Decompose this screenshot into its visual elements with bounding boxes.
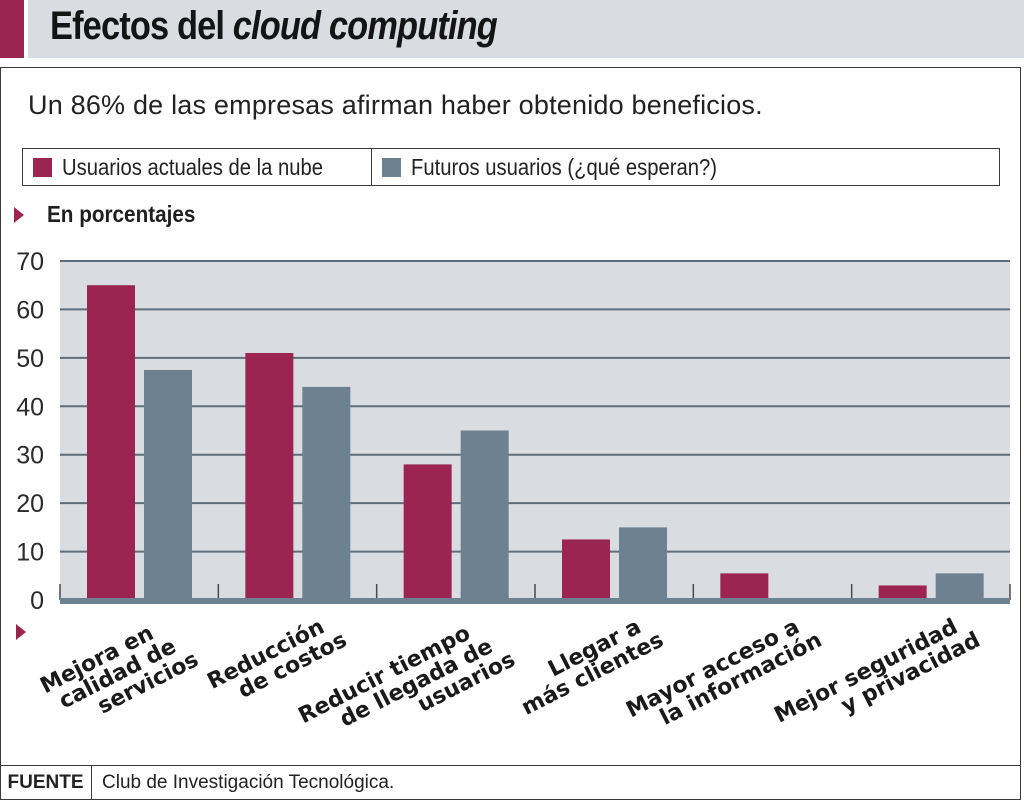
chart-title-italic: cloud computing bbox=[232, 4, 498, 48]
source-label: FUENTE bbox=[0, 766, 92, 800]
title-bar: Efectos del cloud computing bbox=[0, 0, 1024, 58]
legend-item-current-users: Usuarios actuales de la nube bbox=[23, 149, 372, 185]
triangle-bullet-icon bbox=[14, 206, 24, 223]
unit-label: En porcentajes bbox=[47, 201, 196, 227]
bar-current-2 bbox=[403, 464, 452, 600]
chart-title-plain: Efectos del bbox=[50, 4, 233, 48]
title-accent-bar bbox=[0, 0, 24, 58]
bar-future-0 bbox=[144, 369, 192, 600]
bar-future-2 bbox=[460, 430, 509, 600]
bar-current-5 bbox=[878, 585, 927, 600]
title-background bbox=[28, 0, 1024, 58]
y-tick-label: 70 bbox=[16, 248, 44, 276]
y-tick-label: 30 bbox=[16, 442, 44, 470]
x-category-label: Reducir tiempode llegada deusuarios bbox=[295, 608, 520, 765]
bar-current-3 bbox=[562, 539, 610, 600]
x-category-label: Mejor seguridady privacidad bbox=[770, 608, 984, 748]
x-category-label: Mejora encalidad deservicios bbox=[36, 608, 202, 738]
y-tick-label: 40 bbox=[16, 393, 44, 421]
y-tick-label: 50 bbox=[16, 345, 44, 373]
x-category-label: Mayor acceso ala información bbox=[622, 608, 826, 743]
plot-area bbox=[60, 261, 1010, 600]
y-tick-label: 60 bbox=[16, 296, 44, 324]
chart-subtitle: Un 86% de las empresas afirman haber obt… bbox=[28, 90, 763, 120]
bar-future-1 bbox=[302, 386, 351, 600]
unit-heading: En porcentajes bbox=[14, 201, 212, 228]
chart-title: Efectos del cloud computing bbox=[50, 4, 498, 49]
legend-swatch-current-users bbox=[33, 157, 52, 177]
y-tick-label: 10 bbox=[16, 539, 44, 567]
y-tick-label: 20 bbox=[16, 490, 44, 518]
x-axis-baseline bbox=[60, 598, 1010, 604]
x-axis-triangle-icon bbox=[16, 624, 26, 640]
legend-label-current-users: Usuarios actuales de la nube bbox=[62, 153, 324, 180]
source-text: Club de Investigación Tecnológica. bbox=[102, 772, 395, 793]
bar-future-5 bbox=[935, 573, 984, 600]
legend: Usuarios actuales de la nube Futuros usu… bbox=[22, 148, 1000, 186]
legend-label-future-users: Futuros usuarios (¿qué esperan?) bbox=[411, 153, 718, 180]
y-tick-label: 0 bbox=[30, 587, 44, 615]
bar-future-3 bbox=[619, 527, 667, 600]
bar-current-0 bbox=[87, 285, 135, 600]
legend-swatch-future-users bbox=[382, 157, 401, 177]
bar-current-4 bbox=[720, 573, 769, 600]
bar-current-1 bbox=[245, 353, 294, 600]
bar-chart: 0 10 20 30 40 50 60 70 Mejora encalidad deservic… bbox=[16, 248, 1011, 765]
chart-frame bbox=[0, 67, 1021, 800]
source-footer: FUENTE Club de Investigación Tecnológica… bbox=[0, 765, 1021, 800]
legend-item-future-users: Futuros usuarios (¿qué esperan?) bbox=[372, 149, 759, 185]
